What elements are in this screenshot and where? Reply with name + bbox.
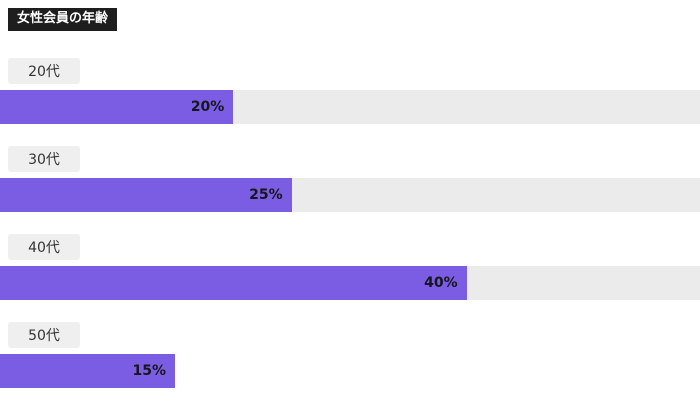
bar-track: 20% <box>0 90 700 125</box>
chart-title: 女性会員の年齢 <box>8 8 118 32</box>
chart-row: 30代 25% <box>0 146 700 213</box>
chart-row: 20代 20% <box>0 58 700 125</box>
bar-track: 15% <box>0 354 700 389</box>
bar-track: 25% <box>0 178 700 213</box>
bar: 15% <box>0 354 175 389</box>
value-label: 25% <box>249 187 283 204</box>
value-label: 40% <box>424 275 458 292</box>
bar: 25% <box>0 178 292 213</box>
category-label: 40代 <box>8 234 80 261</box>
bar: 20% <box>0 90 234 125</box>
chart-rows: 20代 20% 30代 25% 40代 40% 50代 15% <box>0 58 700 389</box>
chart-row: 50代 15% <box>0 322 700 389</box>
category-label: 50代 <box>8 322 80 349</box>
category-label: 20代 <box>8 58 80 85</box>
value-label: 15% <box>132 363 166 380</box>
chart-row: 40代 40% <box>0 234 700 301</box>
category-label: 30代 <box>8 146 80 173</box>
bar-track: 40% <box>0 266 700 301</box>
bar: 40% <box>0 266 467 301</box>
value-label: 20% <box>190 99 225 116</box>
